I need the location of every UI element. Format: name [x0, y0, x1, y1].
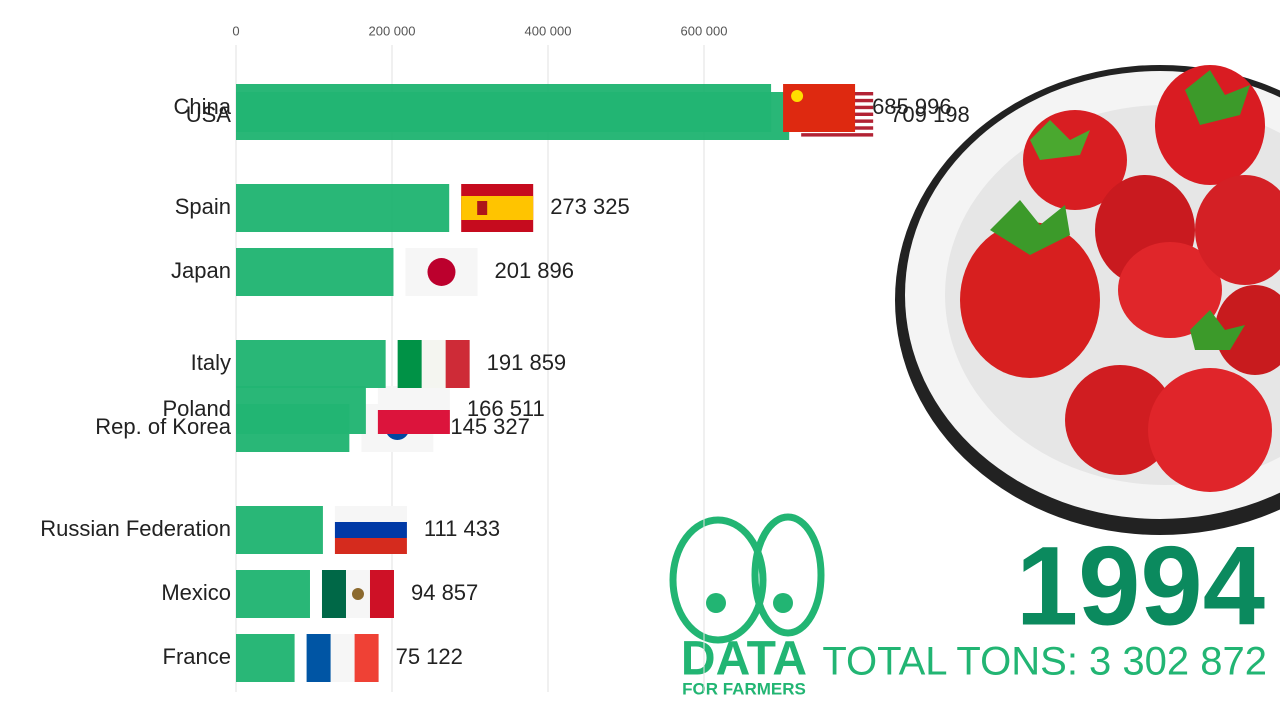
y-tick-label: Poland [162, 396, 231, 421]
x-tick-label: 200 000 [369, 23, 416, 38]
bar [236, 84, 772, 132]
flag-band [461, 196, 534, 220]
flag [377, 386, 450, 434]
y-tick-label: USA [186, 102, 232, 127]
flag-r [445, 340, 470, 388]
bar [236, 184, 450, 232]
value-label: 273 325 [550, 194, 630, 219]
flag-r [369, 570, 394, 618]
bar [236, 386, 366, 434]
y-tick-label: France [163, 644, 231, 669]
y-tick-label: China [174, 94, 232, 119]
value-label: 166 511 [467, 396, 545, 421]
bar [236, 570, 310, 618]
flag [405, 248, 478, 296]
plot: 0 200 000 400 000 600 000 75 122 France 94 857… [40, 23, 970, 692]
flag-sun [427, 258, 456, 286]
value-label: 145 327 [450, 414, 530, 439]
year: 1994 [1016, 524, 1265, 649]
x-tick-label: 400 000 [525, 23, 572, 38]
flag-band [334, 538, 407, 554]
logo-title: DATA [681, 633, 807, 686]
value-label: 685 996 [872, 94, 952, 119]
y-tick-label: Rep. of Korea [95, 414, 232, 439]
flag [334, 506, 407, 554]
flag-stripe [801, 133, 874, 137]
x-tick-label: 0 [232, 23, 239, 38]
flag [397, 340, 470, 388]
flag-arms [477, 201, 488, 215]
logo-subtitle: FOR FARMERS [682, 679, 806, 698]
total: TOTAL TONS: 3 302 872 [822, 640, 1267, 684]
value-label: 111 433 [424, 516, 500, 541]
y-tick-label: Mexico [161, 580, 231, 605]
y-tick-label: Italy [191, 350, 231, 375]
flag [321, 570, 394, 618]
flag-l [306, 634, 331, 682]
bar [236, 248, 394, 296]
y-tick-label: Russian Federation [40, 516, 231, 541]
flag-r [354, 634, 379, 682]
flag-star [791, 90, 804, 102]
flag-band [334, 522, 407, 538]
value-label: 191 859 [487, 350, 567, 375]
bar [236, 340, 386, 388]
bar [236, 506, 323, 554]
value-label: 75 122 [396, 644, 463, 669]
value-label: 201 896 [494, 258, 574, 283]
flag-l [397, 340, 422, 388]
strawberry-bowl [895, 65, 1280, 535]
flag [783, 84, 856, 132]
flag-band [377, 410, 450, 434]
flag [461, 184, 534, 232]
value-label: 709 198 [890, 102, 970, 127]
x-tick-label: 600 000 [681, 23, 728, 38]
flag-emblem [351, 588, 364, 600]
y-tick-label: Japan [171, 258, 231, 283]
value-label: 94 857 [411, 580, 478, 605]
logo: DATA FOR FARMERS [669, 513, 825, 698]
bar [236, 634, 295, 682]
y-tick-label: Spain [175, 194, 231, 219]
flag-l [321, 570, 346, 618]
flag [306, 634, 379, 682]
